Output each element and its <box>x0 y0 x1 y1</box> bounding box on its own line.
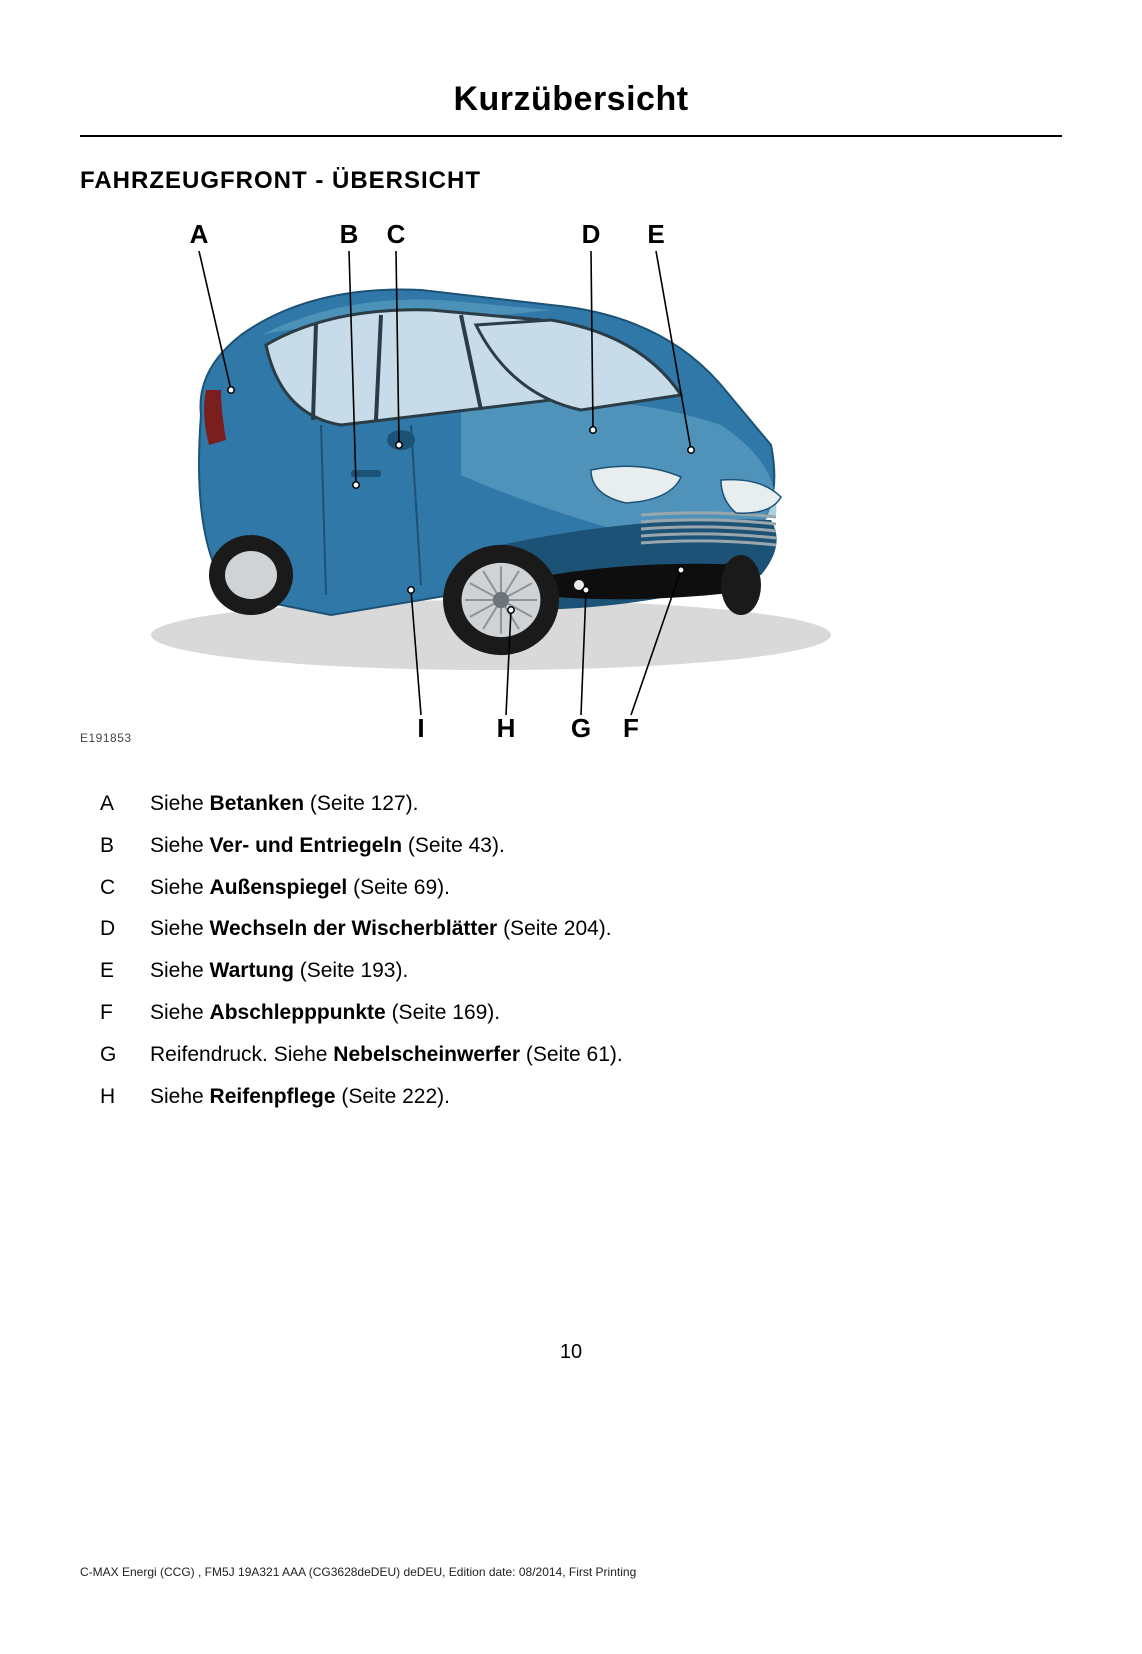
legend-letter: H <box>100 1078 150 1116</box>
legend-letter: A <box>100 785 150 823</box>
callout-letter-H: H <box>497 713 516 743</box>
legend-letter: E <box>100 952 150 990</box>
legend-row: BSiehe Ver- und Entriegeln (Seite 43). <box>100 827 1062 865</box>
legend-row: ASiehe Betanken (Seite 127). <box>100 785 1062 823</box>
legend-text: Siehe Betanken (Seite 127). <box>150 785 1062 823</box>
legend-row: DSiehe Wechseln der Wischerblätter (Seit… <box>100 910 1062 948</box>
callout-letter-D: D <box>582 219 601 249</box>
callout-letter-E: E <box>647 219 664 249</box>
callout-letter-C: C <box>387 219 406 249</box>
legend-letter: D <box>100 910 150 948</box>
diagram-id-label: E191853 <box>80 731 132 745</box>
callout-letter-I: I <box>417 713 424 743</box>
legend-text: Siehe Abschlepppunkte (Seite 169). <box>150 994 1062 1032</box>
vehicle-diagram-svg: A BC D E I H G F <box>80 215 1062 755</box>
callout-letter-B: B <box>340 219 359 249</box>
legend-text: Siehe Ver- und Entriegeln (Seite 43). <box>150 827 1062 865</box>
legend-letter: B <box>100 827 150 865</box>
section-title: FAHRZEUGFRONT - ÜBERSICHT <box>80 167 1062 195</box>
legend-row: ESiehe Wartung (Seite 193). <box>100 952 1062 990</box>
legend-text: Siehe Außenspiegel (Seite 69). <box>150 869 1062 907</box>
legend-letter: G <box>100 1036 150 1074</box>
callout-letter-A: A <box>190 219 209 249</box>
legend-text: Siehe Wechseln der Wischerblätter (Seite… <box>150 910 1062 948</box>
legend-letter: C <box>100 869 150 907</box>
chapter-title: Kurzübersicht <box>80 80 1062 137</box>
callout-letter-G: G <box>571 713 591 743</box>
footer-meta: C-MAX Energi (CCG) , FM5J 19A321 AAA (CG… <box>80 1565 636 1579</box>
callout-letter-F: F <box>623 713 639 743</box>
page-number: 10 <box>0 1341 1142 1364</box>
vehicle-front-diagram: A BC D E I H G F E191853 <box>80 215 1062 755</box>
legend-text: Reifendruck. Siehe Nebelscheinwerfer (Se… <box>150 1036 1062 1074</box>
legend-text: Siehe Reifenpflege (Seite 222). <box>150 1078 1062 1116</box>
legend-row: FSiehe Abschlepppunkte (Seite 169). <box>100 994 1062 1032</box>
legend-row: CSiehe Außenspiegel (Seite 69). <box>100 869 1062 907</box>
legend-list: ASiehe Betanken (Seite 127).BSiehe Ver- … <box>100 785 1062 1115</box>
legend-text: Siehe Wartung (Seite 193). <box>150 952 1062 990</box>
manual-page: Kurzübersicht FAHRZEUGFRONT - ÜBERSICHT … <box>0 0 1142 1654</box>
legend-row: HSiehe Reifenpflege (Seite 222). <box>100 1078 1062 1116</box>
legend-letter: F <box>100 994 150 1032</box>
legend-row: GReifendruck. Siehe Nebelscheinwerfer (S… <box>100 1036 1062 1074</box>
